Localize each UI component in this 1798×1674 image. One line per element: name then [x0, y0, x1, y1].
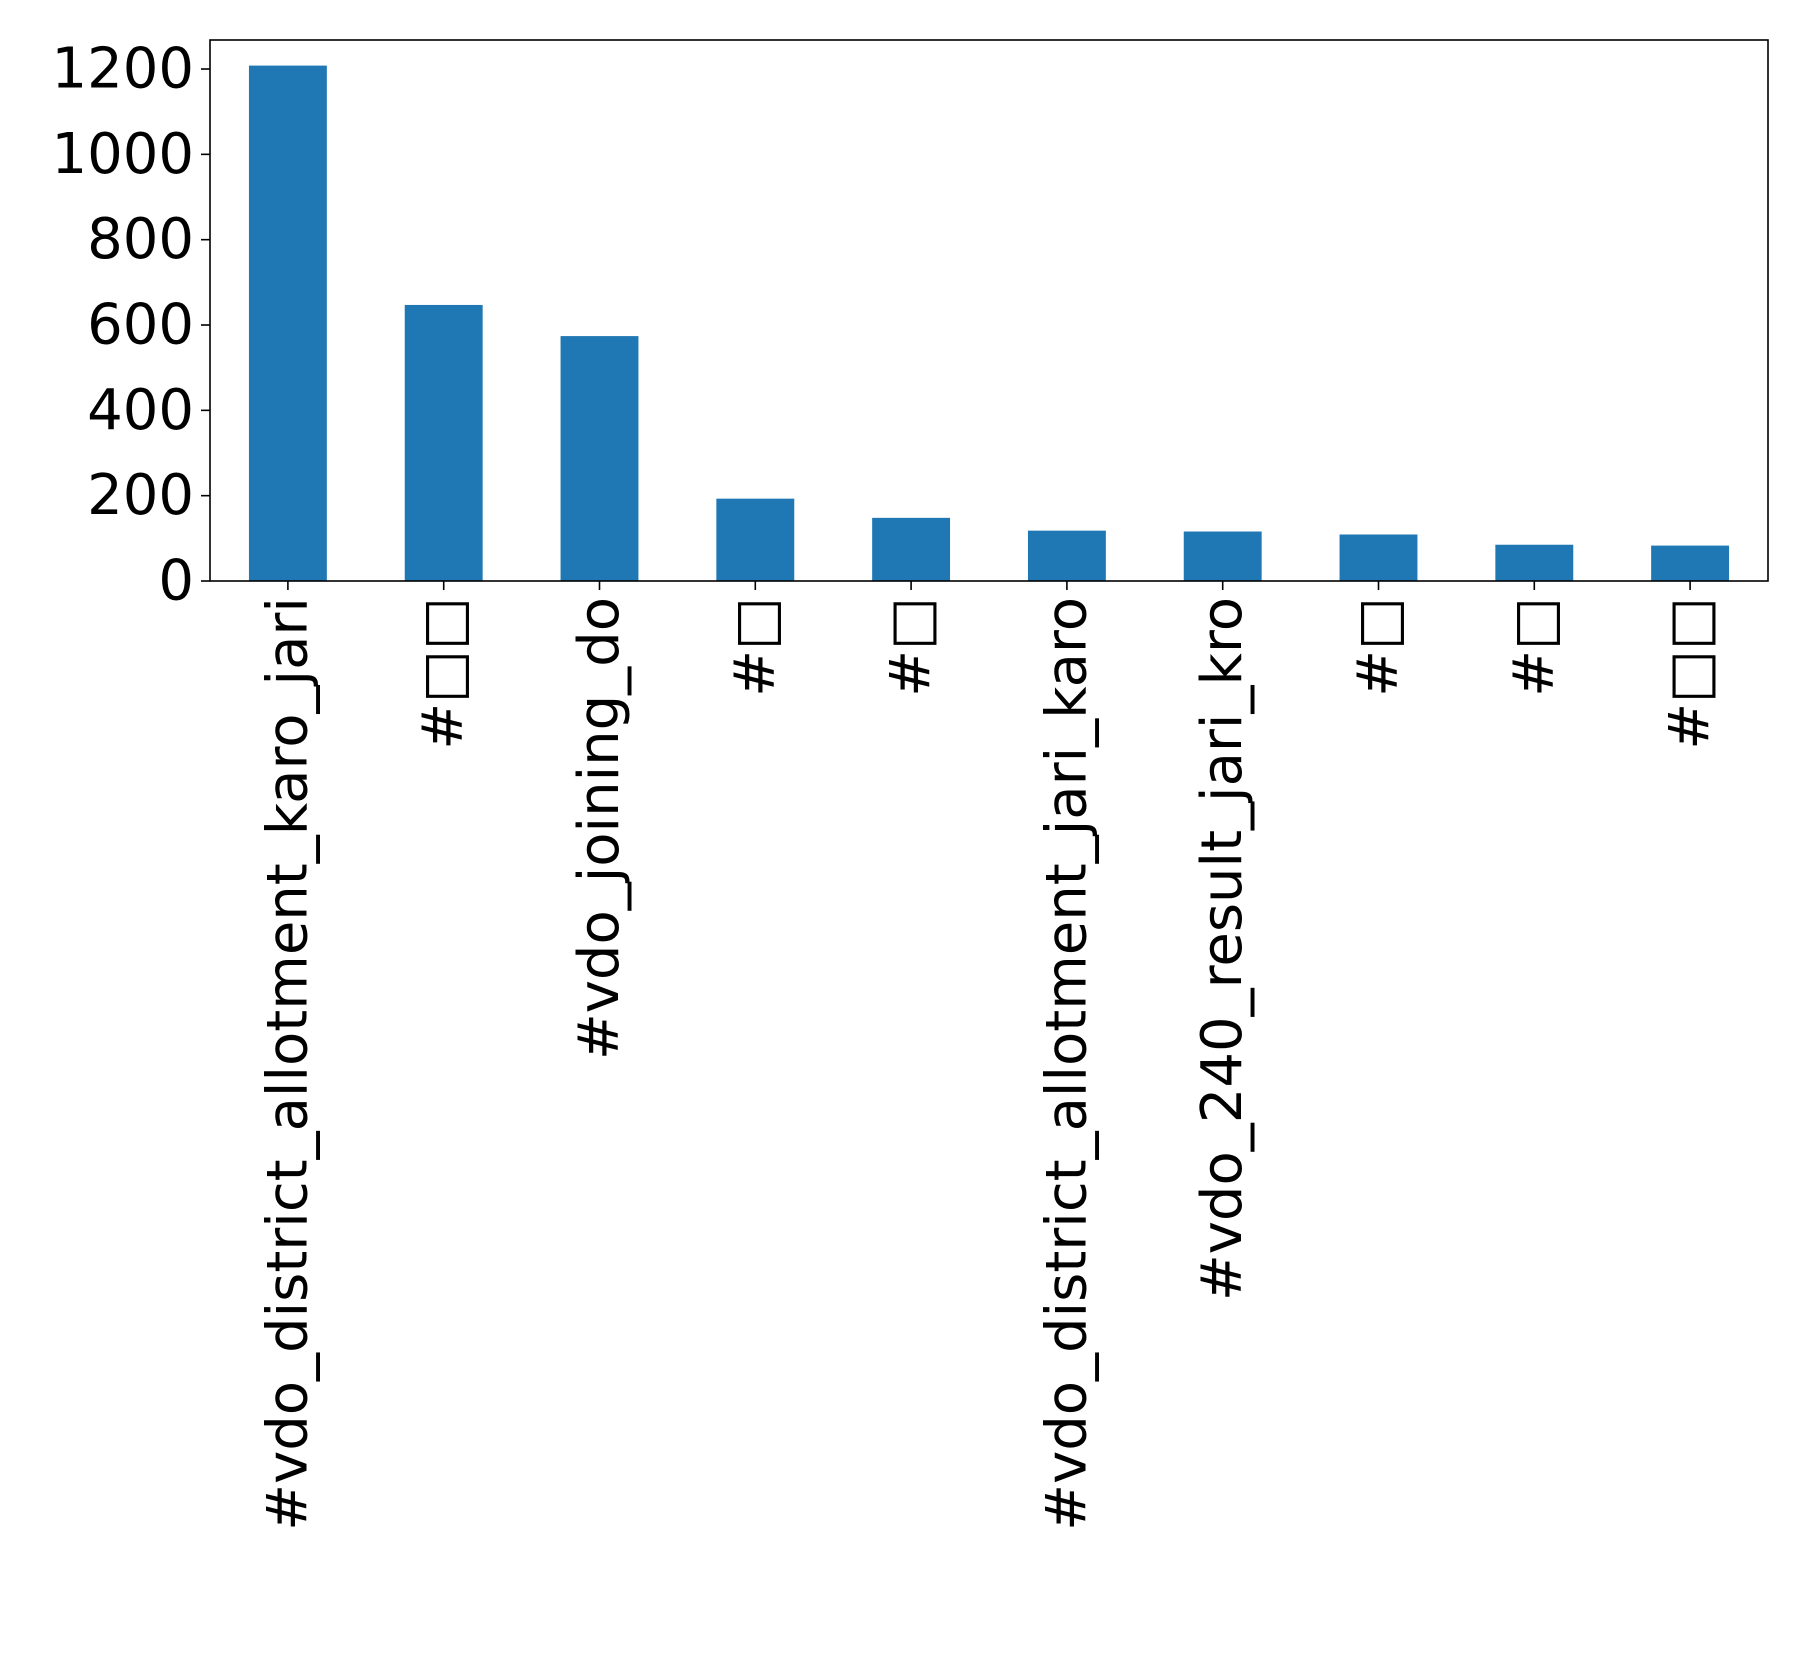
y-tick-label-4: 800 [87, 207, 194, 272]
y-tick-label-2: 400 [87, 378, 194, 443]
x-tick-label-0: #vdo_district_allotment_karo_jari [255, 597, 320, 1531]
bar-2 [560, 336, 639, 581]
x-tick-label-7: #□ [1346, 597, 1411, 697]
bar-4 [872, 517, 951, 581]
y-axis: 0 200 400 600 800 1000 1200 [51, 37, 210, 614]
x-tick-label-3: #□ [723, 597, 788, 697]
bar-5 [1027, 530, 1106, 581]
x-tick-label-1: #□□ [411, 597, 476, 750]
x-tick-label-9: #□□ [1658, 597, 1723, 750]
x-tick-label-2: #vdo_joining_do [567, 597, 632, 1060]
y-tick-label-3: 600 [87, 293, 194, 358]
y-tick-label-6: 1200 [51, 37, 194, 102]
y-tick-label-5: 1000 [51, 122, 194, 187]
bar-1 [404, 304, 483, 581]
bar-3 [716, 498, 795, 581]
bars-layer [248, 65, 1730, 582]
bar-7 [1339, 534, 1418, 581]
bar-0 [248, 65, 327, 582]
x-tick-label-6: #vdo_240_result_jari_kro [1190, 597, 1255, 1301]
x-axis: #vdo_district_allotment_karo_jari #□□ #vdo… [255, 581, 1723, 1531]
x-tick-label-4: #□ [879, 597, 944, 697]
x-tick-label-8: #□ [1502, 597, 1567, 697]
bar-9 [1651, 545, 1730, 581]
plot-frame [209, 39, 1769, 582]
y-tick-label-1: 200 [87, 463, 194, 528]
bar-6 [1183, 531, 1262, 581]
bar-8 [1495, 544, 1574, 581]
x-tick-label-5: #vdo_district_allotment_jari_karo [1034, 597, 1099, 1531]
y-tick-label-0: 0 [158, 549, 194, 614]
